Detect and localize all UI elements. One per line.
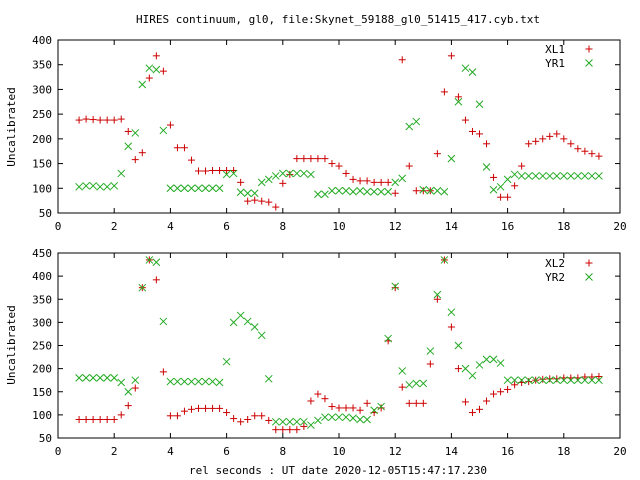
top-x-tick-label: 2 [111,220,118,233]
bottom-legend-label-xl2: XL2 [545,257,565,270]
top-x-tick-label: 6 [223,220,230,233]
top-y-tick-label: 50 [39,207,52,220]
top-x-tick-label: 14 [445,220,459,233]
bottom-x-tick-label: 10 [332,445,345,458]
bottom-x-tick-label: 0 [55,445,62,458]
top-y-tick-label: 150 [32,158,52,171]
top-y-tick-label: 300 [32,83,52,96]
bottom-y-tick-label: 100 [32,409,52,422]
bottom-x-tick-label: 20 [613,445,626,458]
bottom-x-tick-label: 2 [111,445,118,458]
top-x-tick-label: 20 [613,220,626,233]
bottom-x-tick-label: 4 [167,445,174,458]
top-y-tick-label: 400 [32,34,52,47]
top-y-tick-label: 100 [32,182,52,195]
bottom-y-tick-label: 200 [32,363,52,376]
x-axis-label: rel seconds : UT date 2020-12-05T15:47:1… [189,464,487,477]
top-x-tick-label: 16 [501,220,514,233]
top-y-tick-label: 250 [32,108,52,121]
bottom-y-tick-label: 350 [32,293,52,306]
chart-title: HIRES continuum, gl0, file:Skynet_59188_… [136,13,540,26]
bottom-y-tick-label: 150 [32,386,52,399]
bottom-y-tick-label: 450 [32,247,52,260]
bottom-x-tick-label: 18 [557,445,570,458]
bottom-y-tick-label: 400 [32,270,52,283]
top-x-tick-label: 8 [279,220,286,233]
top-y-axis-label: Uncalibrated [5,87,18,166]
top-legend-label-xl1: XL1 [545,43,565,56]
top-x-tick-label: 10 [332,220,345,233]
bottom-y-axis-label: Uncalibrated [5,305,18,384]
bottom-x-tick-label: 6 [223,445,230,458]
top-x-tick-label: 18 [557,220,570,233]
top-legend-label-yr1: YR1 [545,57,565,70]
bottom-y-tick-label: 300 [32,316,52,329]
bottom-x-tick-label: 14 [445,445,459,458]
bottom-y-tick-label: 250 [32,340,52,353]
bottom-x-tick-label: 8 [279,445,286,458]
top-x-tick-label: 4 [167,220,174,233]
top-y-tick-label: 350 [32,59,52,72]
top-x-tick-label: 0 [55,220,62,233]
bottom-legend-label-yr2: YR2 [545,271,565,284]
bottom-x-tick-label: 16 [501,445,514,458]
bottom-x-tick-label: 12 [389,445,402,458]
top-y-tick-label: 200 [32,133,52,146]
bottom-y-tick-label: 50 [39,432,52,445]
top-x-tick-label: 12 [389,220,402,233]
